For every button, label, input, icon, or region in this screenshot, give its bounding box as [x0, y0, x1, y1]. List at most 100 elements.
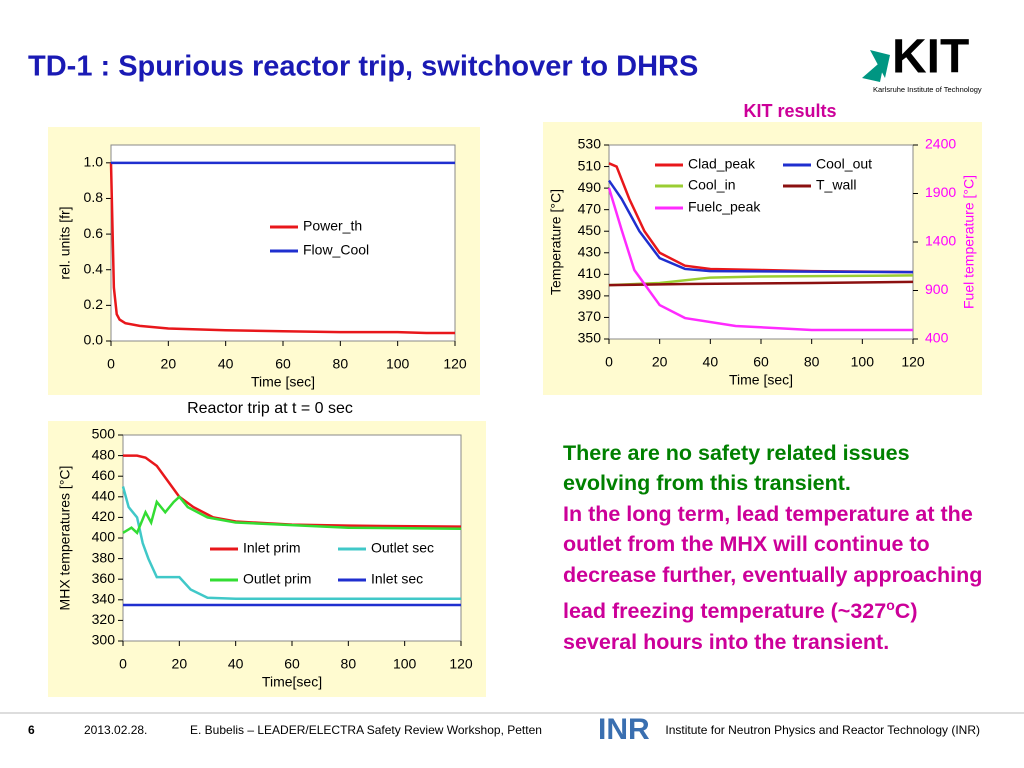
kit-logo: KIT Karlsruhe Institute of Technology [862, 31, 982, 94]
y-tick-label: 0.0 [84, 332, 104, 348]
y-tick-label: 400 [92, 529, 116, 545]
page-number: 6 [28, 723, 35, 737]
y-axis-label: rel. units [fr] [57, 206, 73, 279]
outlook-text: C) several hours into the transient. [563, 599, 918, 654]
y-tick-label: 450 [578, 222, 602, 238]
y-tick-label: 320 [92, 611, 116, 627]
y-tick-label: 0.8 [84, 189, 104, 205]
series-line [608, 280, 914, 287]
x-tick-label: 120 [901, 354, 925, 370]
y-tick-label: 380 [92, 549, 116, 565]
x-tick-label: 20 [161, 356, 177, 372]
institute-logo: INR [598, 713, 650, 746]
x-tick-label: 100 [393, 656, 417, 672]
logo-text: KIT [892, 31, 969, 84]
x-tick-label: 0 [119, 656, 127, 672]
x-tick-label: 60 [753, 354, 769, 370]
y2-tick-label: 1400 [925, 233, 956, 249]
legend-label: Clad_peak [688, 156, 756, 172]
x-tick-label: 100 [386, 356, 410, 372]
x-tick-label: 60 [284, 656, 300, 672]
series-line [607, 179, 914, 274]
y-tick-label: 340 [92, 591, 116, 607]
x-tick-label: 20 [172, 656, 188, 672]
y-tick-label: 420 [92, 508, 116, 524]
annotation: Reactor trip at t = 0 sec [187, 400, 353, 417]
slide-title: TD-1 : Spurious reactor trip, switchover… [28, 51, 698, 83]
y-tick-label: 510 [578, 157, 602, 173]
x-tick-label: 120 [449, 656, 473, 672]
footer-event: E. Bubelis – LEADER/ELECTRA Safety Revie… [190, 723, 542, 737]
y-tick-label: 1.0 [84, 154, 104, 170]
y-tick-label: 390 [578, 287, 602, 303]
series-line [122, 494, 462, 535]
plot-area [122, 434, 462, 642]
x-tick-label: 0 [107, 356, 115, 372]
y-tick-label: 410 [578, 265, 602, 281]
series-line [607, 187, 913, 332]
y-tick-label: 470 [578, 200, 602, 216]
x-tick-label: 0 [605, 354, 613, 370]
legend-label: Flow_Cool [303, 242, 369, 258]
x-tick-label: 80 [341, 656, 357, 672]
conclusion: There are no safety related issues evolv… [563, 441, 910, 496]
y2-axis-label: Fuel temperature [°C] [961, 175, 977, 309]
superscript: o [886, 597, 895, 614]
legend-label: Power_th [303, 218, 362, 234]
y-tick-label: 360 [92, 570, 116, 586]
y-tick-label: 370 [578, 308, 602, 324]
logo-subtitle: Karlsruhe Institute of Technology [873, 85, 982, 94]
y2-tick-label: 900 [925, 281, 949, 297]
legend-label: Fuelc_peak [688, 199, 761, 215]
chart-title: KIT results [743, 101, 836, 121]
x-tick-label: 40 [703, 354, 719, 370]
message: There are no safety related issues evolv… [563, 438, 983, 657]
y-tick-label: 430 [578, 243, 602, 259]
legend-label: Outlet sec [371, 540, 434, 556]
x-tick-label: 20 [652, 354, 668, 370]
y-tick-label: 0.6 [84, 225, 104, 241]
plot-area [110, 144, 456, 342]
series-line [109, 162, 455, 335]
legend-label: Outlet prim [243, 571, 311, 587]
legend-label: Inlet sec [371, 571, 423, 587]
x-tick-label: 100 [851, 354, 875, 370]
y-axis-label: MHX temperatures [°C] [57, 466, 73, 611]
y-tick-label: 0.2 [84, 296, 104, 312]
y-tick-label: 490 [578, 179, 602, 195]
y-tick-label: 480 [92, 446, 116, 462]
y-tick-label: 440 [92, 488, 116, 504]
outlook-text: In the long term, lead temperature at th… [563, 501, 983, 624]
legend-label: T_wall [816, 177, 856, 193]
y-tick-label: 530 [578, 136, 602, 152]
y-tick-label: 0.4 [84, 260, 104, 276]
y-tick-label: 500 [92, 426, 116, 442]
y-tick-label: 300 [92, 632, 116, 648]
footer-institute: Institute for Neutron Physics and Reacto… [665, 723, 980, 737]
legend-label: Cool_in [688, 177, 735, 193]
y-axis-label: Temperature [°C] [548, 189, 564, 295]
x-axis-label: Time [sec] [251, 374, 315, 390]
x-tick-label: 80 [804, 354, 820, 370]
series-line [121, 486, 461, 601]
x-tick-label: 40 [228, 656, 244, 672]
plot-area [608, 144, 914, 340]
x-tick-label: 60 [275, 356, 291, 372]
legend-label: Inlet prim [243, 540, 301, 556]
y-tick-label: 460 [92, 467, 116, 483]
legend-label: Cool_out [816, 156, 872, 172]
y-tick-label: 350 [578, 330, 602, 346]
y2-tick-label: 1900 [925, 184, 956, 200]
x-tick-label: 120 [443, 356, 467, 372]
footer-date: 2013.02.28. [84, 723, 147, 737]
logo-mark [862, 50, 890, 82]
x-tick-label: 40 [218, 356, 234, 372]
y2-tick-label: 400 [925, 330, 949, 346]
y2-tick-label: 2400 [925, 136, 956, 152]
x-axis-label: Time[sec] [262, 674, 322, 690]
x-axis-label: Time [sec] [729, 372, 793, 388]
x-tick-label: 80 [333, 356, 349, 372]
outlook: In the long term, lead temperature at th… [563, 499, 983, 657]
